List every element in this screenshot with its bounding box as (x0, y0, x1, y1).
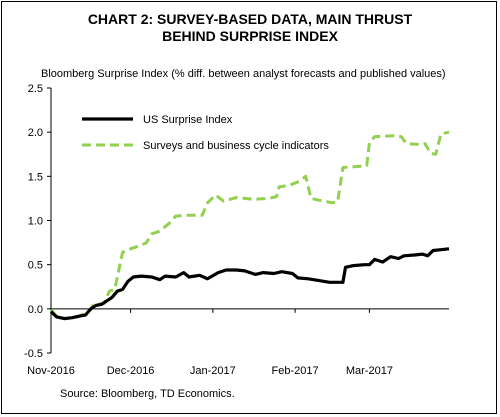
chart-title: CHART 2: SURVEY-BASED DATA, MAIN THRUST … (2, 11, 496, 45)
y-tick-label: 1.0 (28, 216, 43, 228)
y-tick-label: 2.5 (28, 83, 43, 95)
x-tick-label: Jan-2017 (190, 365, 236, 377)
y-tick-label: -0.5 (24, 348, 43, 360)
x-tick-label: Mar-2017 (346, 365, 393, 377)
y-axis-label: Bloomberg Surprise Index (% diff. betwee… (41, 68, 446, 80)
legend-label-1: Surveys and business cycle indicators (143, 140, 329, 152)
x-tick-label: Nov-2016 (27, 365, 75, 377)
y-tick-label: 0.0 (28, 304, 43, 316)
series-line-0 (49, 247, 450, 321)
chart-title-line-1: CHART 2: SURVEY-BASED DATA, MAIN THRUST (87, 11, 413, 27)
line-chart: -0.5 0.0 0.5 1.0 1.5 2.0 2.5 Nov-2016 Dec-2016 Ja… (24, 83, 450, 377)
series-line-1 (49, 130, 450, 321)
x-tick-label: Dec-2016 (107, 365, 155, 377)
chart-title-line-2: BEHIND SURPRISE INDEX (162, 28, 338, 44)
y-tick-label: 0.5 (28, 260, 43, 272)
y-tick-label: 2.0 (28, 127, 43, 139)
source-note: Source: Bloomberg, TD Economics. (60, 388, 235, 400)
y-tick-label: 1.5 (28, 171, 43, 183)
legend-label-0: US Surprise Index (143, 114, 233, 126)
x-tick-label: Feb-2017 (272, 365, 319, 377)
